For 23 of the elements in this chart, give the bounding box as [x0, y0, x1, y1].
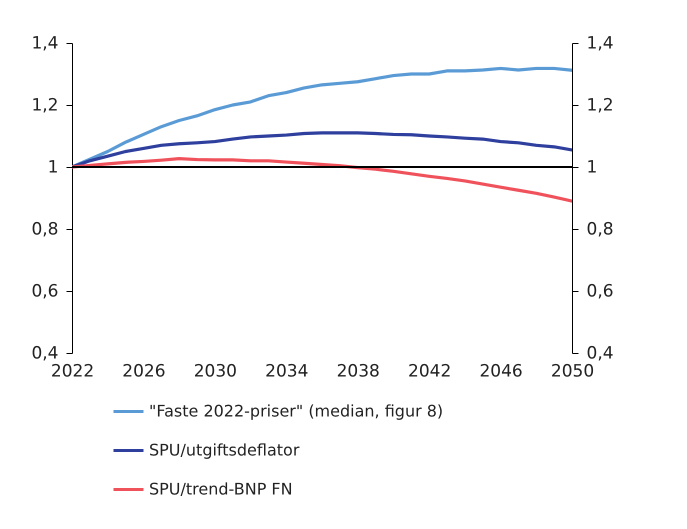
x-tick-label: 2034 [265, 362, 308, 382]
x-tick-label: 2022 [50, 362, 94, 382]
y-tick-label: 0,6 [31, 282, 58, 302]
y2-tick-label: 1 [586, 158, 598, 178]
y-tick-label: 1,4 [31, 34, 58, 54]
legend-label: SPU/utgiftsdeflator [149, 440, 300, 460]
x-tick-label: 2038 [336, 362, 380, 382]
x-tick-label: 2050 [550, 362, 594, 382]
x-tick-label: 2046 [479, 362, 523, 382]
y-tick-label: 0,8 [31, 220, 58, 240]
legend-label: SPU/trend-BNP FN [149, 480, 293, 498]
x-tick-label: 2042 [408, 362, 452, 382]
x-tick-label: 2030 [194, 362, 237, 382]
y2-tick-label: 0,6 [586, 282, 614, 302]
y2-tick-label: 0,8 [586, 220, 614, 240]
y-tick-label: 1 [48, 158, 58, 178]
x-tick-label: 2026 [122, 362, 166, 382]
y2-tick-label: 1,4 [586, 34, 614, 54]
y2-tick-label: 1,2 [586, 96, 614, 116]
y-tick-label: 0,4 [31, 344, 58, 364]
legend-label: "Faste 2022-priser" (median, figur 8) [149, 402, 444, 420]
y2-tick-label: 0,4 [586, 344, 614, 364]
y-tick-label: 1,2 [31, 96, 58, 116]
